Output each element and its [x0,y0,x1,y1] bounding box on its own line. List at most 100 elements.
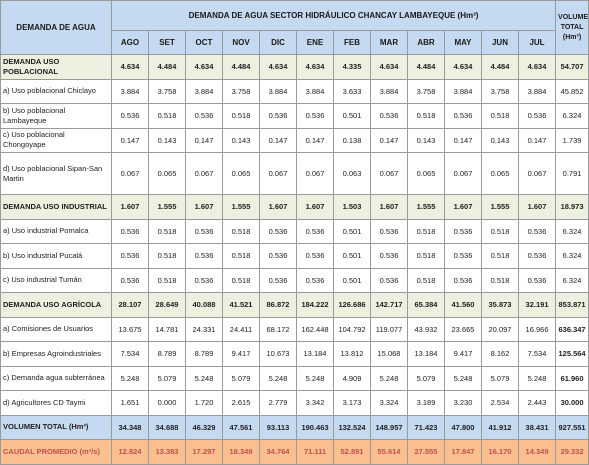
cell-value: 4.335 [333,54,371,80]
cell-value: 43.932 [407,316,445,342]
cell-value: 0.065 [148,152,186,195]
cell-value: 5.248 [296,365,334,391]
cell-value: 68.172 [259,316,297,342]
cell-value: 35.873 [481,292,519,318]
cell-value: 4.634 [296,54,334,80]
cell-value: 24.411 [222,316,260,342]
row-label: DEMANDA USO AGRÍCOLA [0,292,112,318]
row-label: VOLUMEN TOTAL (Hm³) [0,414,112,440]
cell-value: 3.884 [444,78,482,104]
cell-value: 1.607 [259,194,297,220]
cell-value: 0.000 [148,390,186,416]
cell-value: 41.560 [444,292,482,318]
month-header: JUN [481,30,519,55]
cell-value: 0.536 [370,267,408,293]
cell-value: 4.634 [517,54,557,80]
cell-value: 2.615 [222,390,260,416]
cell-value: 0.063 [333,152,371,195]
cell-value: 0.536 [111,103,149,129]
cell-value: 0.501 [333,267,371,293]
cell-value: 0.518 [481,243,519,269]
cell-value: 2.779 [259,390,297,416]
cell-value: 0.536 [444,267,482,293]
cell-value: 0.067 [185,152,223,195]
cell-value: 3.758 [222,78,260,104]
cell-value: 13.184 [296,341,334,367]
table-row: c) Demanda agua subterránea 5.248 5.079 5.2… [0,365,589,391]
cell-value: 0.143 [222,127,260,153]
cell-value: 0.536 [370,103,408,129]
cell-value: 2.443 [517,390,557,416]
cell-value: 46.329 [185,414,223,440]
cell-value: 5.248 [517,365,557,391]
row-label: a) Uso industrial Pomalca [0,218,112,244]
cell-value: 34.764 [259,439,297,465]
cell-value: 3.758 [481,78,519,104]
cell-value: 104.792 [333,316,371,342]
table-row: c) Uso poblacional Chongoyape 0.147 0.143 0… [0,127,589,153]
row-total: 636.347 [555,316,589,342]
row-label: a) Uso poblacional Chiclayo [0,78,112,104]
cell-value: 0.501 [333,243,371,269]
cell-value: 0.536 [444,218,482,244]
cell-value: 16.170 [481,439,519,465]
cell-value: 0.536 [259,243,297,269]
cell-value: 132.524 [333,414,371,440]
cell-value: 0.536 [185,103,223,129]
cell-value: 47.800 [444,414,482,440]
cell-value: 71.423 [407,414,445,440]
cell-value: 5.248 [111,365,149,391]
cell-value: 7.534 [111,341,149,367]
cell-value: 28.107 [111,292,149,318]
cell-value: 12.824 [111,439,149,465]
cell-value: 4.634 [259,54,297,80]
cell-value: 4.634 [185,54,223,80]
month-header: MAR [370,30,408,55]
cell-value: 3.884 [296,78,334,104]
row-total: 125.564 [555,341,589,367]
cell-value: 3.342 [296,390,334,416]
cell-value: 1.607 [370,194,408,220]
cell-value: 8.789 [185,341,223,367]
cell-value: 3.884 [517,78,557,104]
row-total: 1.739 [555,127,589,153]
cell-value: 34.688 [148,414,186,440]
cell-value: 0.536 [259,267,297,293]
month-header: JUL [517,30,557,55]
cell-value: 1.555 [481,194,519,220]
cell-value: 3.189 [407,390,445,416]
cell-value: 0.518 [481,103,519,129]
cell-value: 86.872 [259,292,297,318]
cell-value: 1.607 [444,194,482,220]
cell-value: 1.555 [407,194,445,220]
cell-value: 148.957 [370,414,408,440]
cell-value: 4.484 [222,54,260,80]
cell-value: 190.463 [296,414,334,440]
cell-value: 0.518 [407,267,445,293]
table-row: b) Uso industrial Pucalá 0.536 0.518 0.536 0… [0,243,589,269]
cell-value: 0.536 [185,267,223,293]
average-flow-row: CAUDAL PROMEDIO (m³/s) 12.824 13.383 17.297… [0,439,589,465]
row-total: 45.852 [555,78,589,104]
cell-value: 65.384 [407,292,445,318]
cell-value: 13.184 [407,341,445,367]
cell-value: 8.789 [148,341,186,367]
cell-value: 0.518 [407,218,445,244]
cell-value: 3.884 [111,78,149,104]
cell-value: 0.518 [222,267,260,293]
cell-value: 1.555 [222,194,260,220]
cell-value: 0.536 [185,218,223,244]
cell-value: 41.521 [222,292,260,318]
cell-value: 55.614 [370,439,408,465]
cell-value: 0.067 [370,152,408,195]
cell-value: 0.143 [481,127,519,153]
table-row: b) Uso poblacional Lambayeque 0.536 0.518 0… [0,103,589,129]
row-label: b) Uso industrial Pucalá [0,243,112,269]
category-row: DEMANDA USO INDUSTRIAL 1.607 1.555 1.607 1.5… [0,194,589,220]
cell-value: 7.534 [517,341,557,367]
row-label: DEMANDA USO POBLACIONAL [0,54,112,80]
cell-value: 3.230 [444,390,482,416]
cell-value: 0.143 [407,127,445,153]
cell-value: 0.536 [259,218,297,244]
cell-value: 38.431 [517,414,557,440]
